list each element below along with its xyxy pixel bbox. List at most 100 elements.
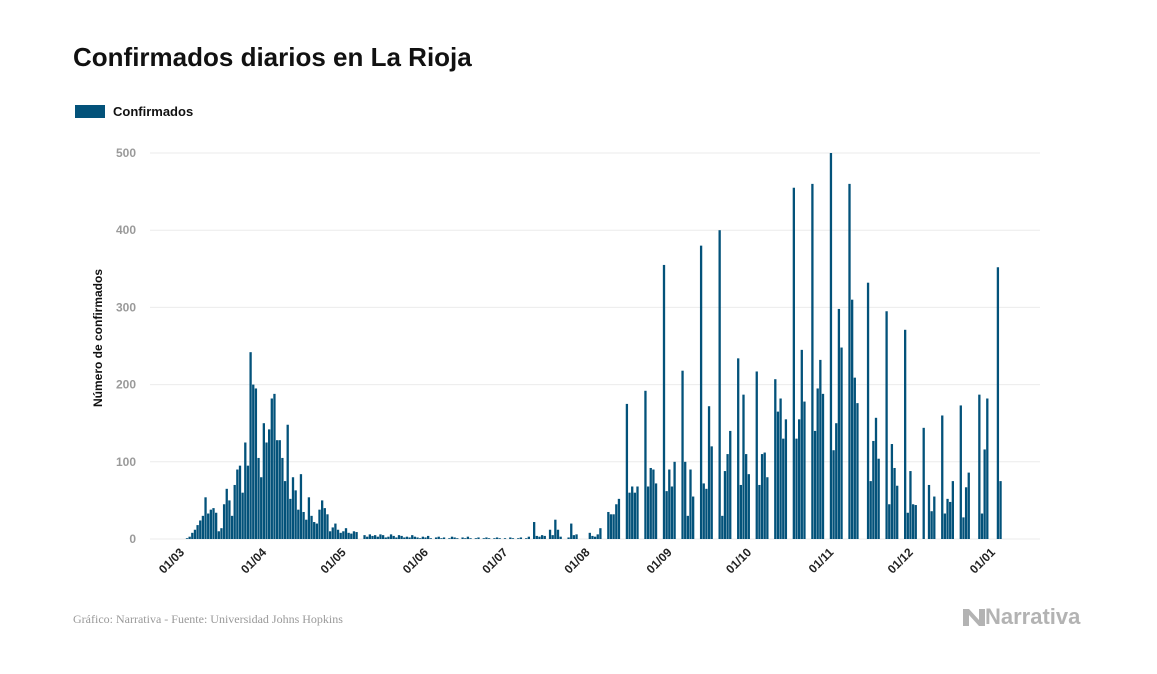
bar <box>978 394 981 539</box>
bar <box>615 504 618 539</box>
bar <box>739 484 742 539</box>
bar <box>869 481 872 539</box>
bar <box>668 469 671 539</box>
bar <box>617 498 621 539</box>
bar <box>766 477 769 539</box>
bar <box>352 531 356 539</box>
bar <box>482 538 485 539</box>
bar <box>228 500 231 539</box>
bar <box>949 501 952 539</box>
bar <box>649 467 652 539</box>
bar <box>909 471 912 539</box>
bar <box>220 528 223 539</box>
bar <box>456 538 459 539</box>
bar <box>556 529 560 539</box>
bar <box>726 454 729 539</box>
bar <box>896 485 899 539</box>
bar <box>193 529 197 539</box>
bar <box>625 403 629 539</box>
bar <box>999 481 1002 539</box>
bar <box>755 371 758 539</box>
bar <box>941 415 944 539</box>
bar <box>318 509 321 539</box>
bar <box>334 523 337 539</box>
bar <box>392 535 395 539</box>
bar <box>813 430 817 539</box>
bar <box>784 419 788 539</box>
bar <box>877 458 880 539</box>
bar <box>238 465 242 539</box>
bar <box>554 519 557 539</box>
bar <box>204 497 207 539</box>
bar <box>366 536 369 539</box>
bar <box>326 514 329 539</box>
bar <box>779 398 782 539</box>
y-tick-label: 200 <box>116 378 136 392</box>
narrativa-logo: Narrativa <box>963 604 1080 630</box>
bar <box>607 511 610 539</box>
bar <box>331 527 334 539</box>
bar <box>644 390 647 539</box>
bar <box>702 483 705 539</box>
bar <box>914 505 917 539</box>
bar <box>996 267 1000 539</box>
y-axis-label: Número de confirmados <box>91 269 105 407</box>
bar <box>323 508 326 539</box>
bar <box>782 438 785 539</box>
bar <box>930 511 933 539</box>
bar <box>421 536 424 539</box>
bar <box>670 486 674 539</box>
bar <box>967 472 970 539</box>
bar <box>888 504 891 539</box>
bar <box>461 537 464 539</box>
bar <box>821 393 825 539</box>
bar <box>207 513 210 539</box>
bar <box>760 454 764 539</box>
bar <box>538 536 541 539</box>
legend: Confirmados <box>75 104 193 119</box>
bar <box>185 538 189 539</box>
bar <box>313 522 316 539</box>
bar <box>405 536 409 539</box>
bar <box>283 481 287 539</box>
bar <box>737 358 740 539</box>
bar <box>379 534 382 539</box>
bar <box>684 461 687 539</box>
bar <box>964 487 968 539</box>
bar <box>551 535 554 539</box>
bar <box>816 388 819 539</box>
bar <box>434 537 438 539</box>
bar <box>374 535 377 539</box>
bar <box>244 442 247 539</box>
narrativa-logo-icon <box>963 609 985 626</box>
bar <box>201 515 205 539</box>
bar <box>872 440 875 539</box>
bar <box>225 488 228 539</box>
bar <box>774 379 777 539</box>
bar <box>291 477 295 539</box>
bar <box>636 486 639 539</box>
bar <box>800 349 803 539</box>
bar <box>527 536 530 539</box>
bar <box>395 537 398 539</box>
bar <box>217 531 220 539</box>
bar <box>498 538 501 539</box>
bar <box>874 417 878 539</box>
bar <box>904 329 907 539</box>
bar <box>911 504 915 539</box>
bar <box>419 538 422 539</box>
y-tick-labels: 0 100 200 300 400 500 <box>116 146 136 546</box>
logo-text: Narrativa <box>985 604 1081 629</box>
bar <box>212 508 215 539</box>
legend-label: Confirmados <box>113 104 194 119</box>
bar <box>305 519 308 539</box>
bar <box>758 484 761 539</box>
bar <box>474 538 477 539</box>
bar <box>517 538 520 539</box>
bar <box>397 535 401 539</box>
bar <box>209 509 212 539</box>
bar <box>962 517 965 539</box>
bar <box>885 311 888 539</box>
bar <box>442 537 446 539</box>
